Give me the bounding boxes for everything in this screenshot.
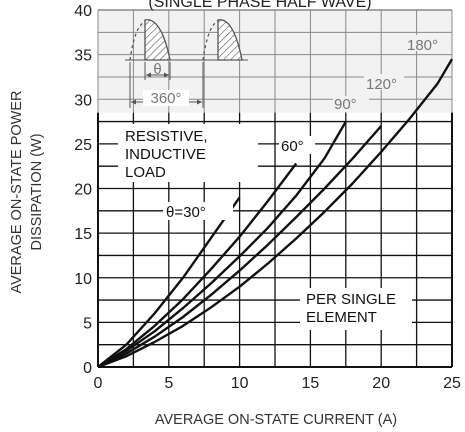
x-tick-label: 15 <box>302 375 320 392</box>
x-tick-label: 0 <box>94 375 103 392</box>
x-tick-label: 25 <box>443 375 461 392</box>
per-element-line1: PER SINGLE <box>306 291 396 308</box>
series-label-180: 180° <box>407 37 438 54</box>
y-tick-label: 0 <box>83 360 92 377</box>
x-tick-label: 10 <box>231 375 249 392</box>
y-axis-label-line1: AVERAGE ON-STATE POWER <box>9 90 25 293</box>
y-tick-label: 30 <box>74 92 92 109</box>
y-tick-label: 10 <box>74 271 92 288</box>
x-tick-label: 5 <box>164 375 173 392</box>
series-label-90: 90° <box>334 96 357 113</box>
y-tick-label: 35 <box>74 48 92 65</box>
y-tick-label: 5 <box>83 315 92 332</box>
series-group <box>97 58 454 369</box>
waveform-icon: θ 360° <box>125 18 248 108</box>
chart-title: (SINGLE PHASE HALF WAVE) <box>148 0 371 11</box>
series-label-30: θ=30° <box>166 204 206 221</box>
load-label-line1: RESISTIVE, <box>125 128 208 145</box>
y-tick-label: 40 <box>74 3 92 20</box>
load-label-line3: LOAD <box>125 164 166 181</box>
series-line-1 <box>97 162 298 369</box>
series-line-2 <box>97 120 347 369</box>
x-axis-label: AVERAGE ON-STATE CURRENT (A) <box>155 412 397 428</box>
y-tick-label: 15 <box>74 226 92 243</box>
series-line-0 <box>97 196 241 368</box>
per-element-line2: ELEMENT <box>306 309 377 326</box>
x-tick-label: 20 <box>372 375 390 392</box>
series-line-3 <box>97 125 383 369</box>
load-label-line2: INDUCTIVE <box>125 146 206 163</box>
tick-labels: 0 5 10 15 20 25 0 5 10 15 20 25 30 35 40 <box>74 3 461 392</box>
series-labels: θ=30° 60° 90° 120° 180° <box>163 35 444 221</box>
period-label: 360° <box>150 90 181 107</box>
y-tick-label: 25 <box>74 137 92 154</box>
y-axis-label-line2: DISSIPATION (W) <box>29 133 45 250</box>
series-label-120: 120° <box>366 76 397 93</box>
y-tick-label: 20 <box>74 182 92 199</box>
theta-label: θ <box>153 61 161 78</box>
series-line-4 <box>97 58 454 369</box>
series-label-60: 60° <box>281 138 304 155</box>
